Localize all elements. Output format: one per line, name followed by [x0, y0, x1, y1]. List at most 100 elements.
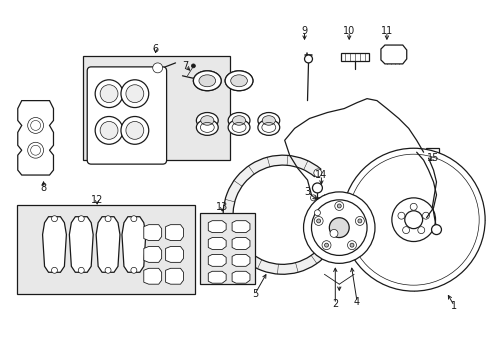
Ellipse shape [196, 120, 218, 135]
Circle shape [391, 198, 435, 242]
Circle shape [355, 216, 364, 225]
Polygon shape [232, 271, 249, 283]
Ellipse shape [230, 75, 247, 87]
Circle shape [121, 80, 148, 108]
Circle shape [347, 241, 356, 249]
Text: 13: 13 [216, 202, 228, 212]
Circle shape [191, 64, 195, 68]
Ellipse shape [232, 116, 245, 125]
Text: 1: 1 [450, 301, 456, 311]
Polygon shape [208, 221, 225, 233]
Circle shape [131, 216, 137, 222]
Circle shape [316, 219, 320, 223]
Ellipse shape [199, 75, 215, 87]
Circle shape [402, 227, 409, 234]
Circle shape [126, 85, 143, 103]
Ellipse shape [257, 120, 279, 135]
Circle shape [95, 117, 122, 144]
Circle shape [78, 216, 84, 222]
Polygon shape [208, 255, 225, 266]
Polygon shape [69, 217, 93, 272]
Ellipse shape [193, 71, 221, 91]
Circle shape [100, 85, 118, 103]
Text: 5: 5 [251, 289, 258, 299]
Circle shape [303, 192, 374, 264]
Circle shape [404, 211, 422, 229]
Bar [17, 205, 195, 294]
Text: 10: 10 [343, 26, 355, 36]
Circle shape [417, 227, 424, 234]
Circle shape [100, 121, 118, 139]
Circle shape [105, 216, 111, 222]
Circle shape [349, 243, 353, 247]
Ellipse shape [224, 71, 252, 91]
Circle shape [397, 212, 404, 219]
Circle shape [311, 200, 366, 255]
Polygon shape [42, 217, 66, 272]
Bar [83, 56, 230, 160]
Text: 15: 15 [427, 153, 439, 163]
Text: 8: 8 [41, 183, 46, 193]
Text: 11: 11 [380, 26, 392, 36]
Circle shape [431, 225, 441, 235]
Polygon shape [96, 217, 120, 272]
Circle shape [95, 80, 122, 108]
Circle shape [131, 267, 137, 273]
Circle shape [334, 202, 343, 211]
Text: 9: 9 [301, 26, 307, 36]
Circle shape [310, 195, 316, 201]
Polygon shape [232, 255, 249, 266]
Text: 4: 4 [353, 297, 360, 307]
Circle shape [313, 169, 321, 177]
Ellipse shape [196, 113, 218, 129]
Text: 2: 2 [331, 299, 338, 309]
Circle shape [312, 183, 322, 193]
Bar [341, 53, 368, 61]
Circle shape [201, 77, 211, 87]
Circle shape [105, 267, 111, 273]
Polygon shape [208, 238, 225, 249]
Polygon shape [143, 225, 162, 240]
Polygon shape [208, 271, 225, 283]
Circle shape [322, 241, 330, 249]
Polygon shape [232, 238, 249, 249]
Polygon shape [232, 221, 249, 233]
Text: 12: 12 [91, 195, 103, 205]
Polygon shape [122, 217, 145, 272]
Circle shape [329, 229, 337, 237]
Circle shape [324, 243, 328, 247]
Text: 7: 7 [182, 61, 188, 71]
Text: 3: 3 [304, 187, 310, 197]
Circle shape [28, 117, 43, 133]
Polygon shape [165, 225, 183, 240]
Ellipse shape [228, 120, 249, 135]
Circle shape [314, 210, 320, 216]
Bar [425, 148, 439, 158]
Circle shape [51, 267, 57, 273]
Ellipse shape [262, 116, 275, 125]
Circle shape [314, 216, 323, 225]
Polygon shape [380, 45, 406, 64]
Circle shape [337, 204, 341, 208]
Circle shape [121, 117, 148, 144]
Circle shape [347, 154, 478, 285]
FancyBboxPatch shape [87, 67, 166, 164]
Text: 6: 6 [152, 44, 159, 54]
Ellipse shape [228, 113, 249, 129]
Circle shape [126, 121, 143, 139]
Circle shape [342, 148, 484, 291]
Circle shape [304, 55, 312, 63]
Circle shape [78, 267, 84, 273]
Circle shape [422, 212, 428, 219]
Bar [200, 213, 254, 284]
Polygon shape [143, 268, 162, 284]
Polygon shape [18, 100, 53, 175]
Text: 14: 14 [315, 170, 327, 180]
Polygon shape [165, 247, 183, 262]
Ellipse shape [201, 116, 213, 125]
Polygon shape [143, 247, 162, 262]
Circle shape [328, 218, 348, 238]
Ellipse shape [224, 71, 252, 91]
Circle shape [28, 142, 43, 158]
Circle shape [409, 203, 416, 210]
